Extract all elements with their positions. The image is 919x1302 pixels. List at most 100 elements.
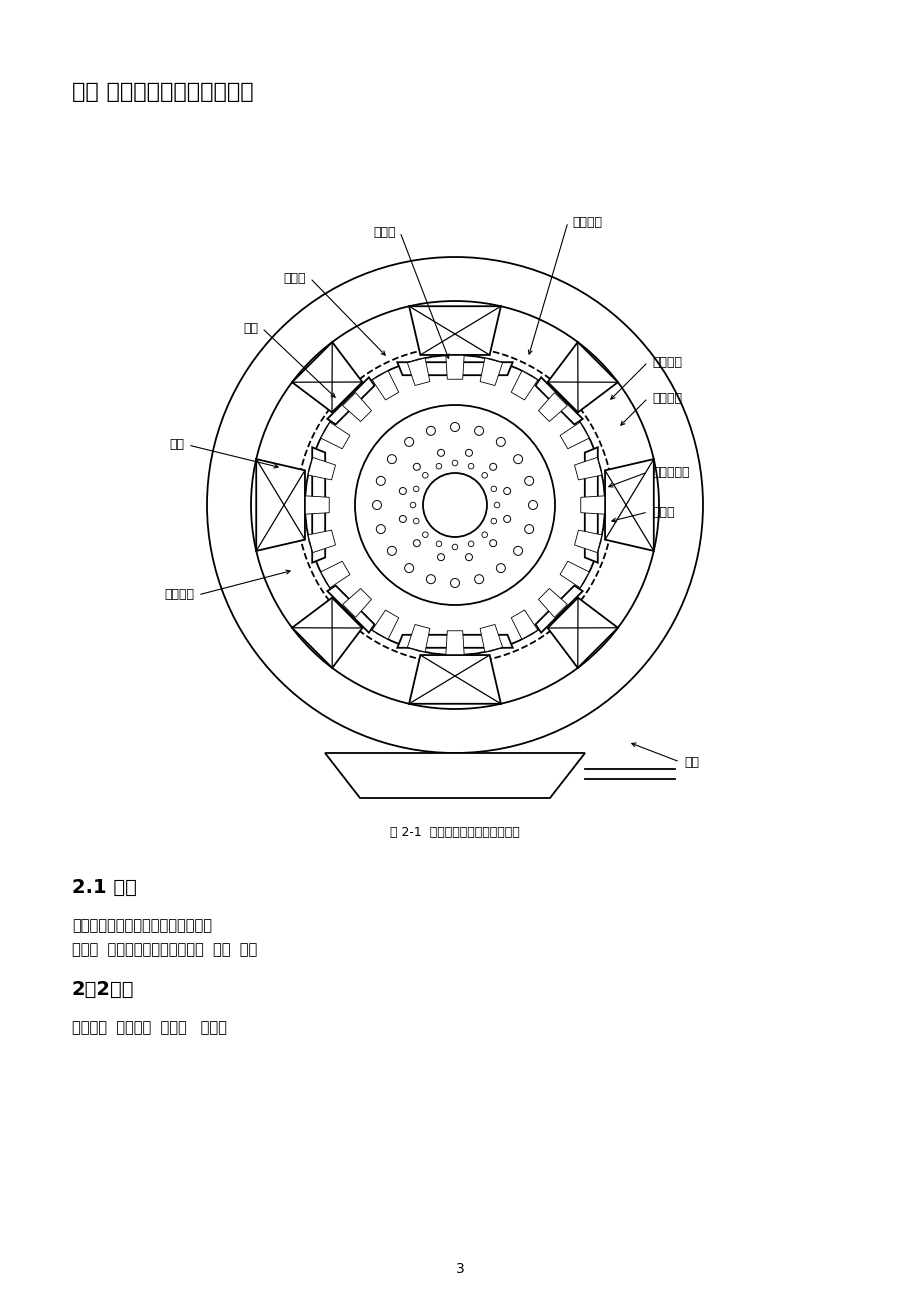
Polygon shape bbox=[573, 457, 601, 480]
Circle shape bbox=[399, 487, 406, 495]
Polygon shape bbox=[324, 753, 584, 798]
Circle shape bbox=[413, 464, 420, 470]
Circle shape bbox=[513, 547, 522, 556]
Polygon shape bbox=[308, 530, 335, 552]
Text: 二． 他励直流电动的基本结构: 二． 他励直流电动的基本结构 bbox=[72, 82, 254, 102]
Circle shape bbox=[452, 544, 458, 549]
Circle shape bbox=[376, 525, 385, 534]
Text: 2．2转子: 2．2转子 bbox=[72, 980, 134, 999]
Circle shape bbox=[494, 503, 499, 508]
Circle shape bbox=[513, 454, 522, 464]
Polygon shape bbox=[308, 457, 335, 480]
Circle shape bbox=[474, 574, 483, 583]
Polygon shape bbox=[538, 393, 567, 422]
Circle shape bbox=[404, 564, 414, 573]
Polygon shape bbox=[480, 625, 502, 652]
Polygon shape bbox=[547, 342, 618, 413]
Circle shape bbox=[465, 449, 472, 456]
Circle shape bbox=[524, 525, 533, 534]
Polygon shape bbox=[547, 598, 618, 668]
Polygon shape bbox=[560, 561, 588, 587]
Polygon shape bbox=[397, 362, 512, 375]
Circle shape bbox=[422, 533, 427, 538]
Circle shape bbox=[524, 477, 533, 486]
Polygon shape bbox=[312, 448, 324, 562]
Polygon shape bbox=[321, 422, 349, 449]
Polygon shape bbox=[291, 342, 362, 413]
Text: 电枢磁轪: 电枢磁轪 bbox=[652, 355, 681, 368]
Circle shape bbox=[413, 518, 418, 523]
Text: 换向极: 换向极 bbox=[652, 505, 674, 518]
Text: 电枢槽: 电枢槽 bbox=[283, 272, 306, 285]
Circle shape bbox=[425, 574, 435, 583]
Polygon shape bbox=[535, 586, 582, 633]
Polygon shape bbox=[605, 460, 653, 551]
Polygon shape bbox=[538, 589, 567, 617]
Polygon shape bbox=[327, 378, 374, 424]
Circle shape bbox=[496, 564, 505, 573]
Text: 极身: 极身 bbox=[169, 439, 184, 452]
Polygon shape bbox=[511, 611, 538, 639]
Polygon shape bbox=[407, 625, 429, 652]
Polygon shape bbox=[409, 655, 500, 704]
Polygon shape bbox=[305, 496, 329, 514]
Text: 定子磁轪: 定子磁轪 bbox=[652, 392, 681, 405]
Polygon shape bbox=[407, 358, 429, 385]
Text: 极掌: 极掌 bbox=[243, 322, 257, 335]
Circle shape bbox=[503, 516, 510, 522]
Circle shape bbox=[489, 464, 496, 470]
Text: 激磁绕组: 激磁绕组 bbox=[164, 589, 194, 602]
Text: 换向极绕组: 换向极绕组 bbox=[652, 466, 688, 479]
Circle shape bbox=[474, 426, 483, 435]
Circle shape bbox=[376, 477, 385, 486]
Circle shape bbox=[468, 464, 473, 469]
Polygon shape bbox=[535, 378, 582, 424]
Circle shape bbox=[482, 473, 487, 478]
Polygon shape bbox=[372, 371, 398, 400]
Circle shape bbox=[423, 473, 486, 536]
Circle shape bbox=[465, 553, 472, 561]
Circle shape bbox=[450, 423, 459, 431]
Circle shape bbox=[491, 486, 496, 492]
Polygon shape bbox=[584, 448, 597, 562]
Circle shape bbox=[399, 516, 406, 522]
Polygon shape bbox=[409, 306, 500, 355]
Polygon shape bbox=[342, 589, 371, 617]
Text: 电枢齿: 电枢齿 bbox=[373, 225, 395, 238]
Circle shape bbox=[410, 503, 415, 508]
Circle shape bbox=[436, 542, 441, 547]
Circle shape bbox=[496, 437, 505, 447]
Text: 底脚: 底脚 bbox=[683, 755, 698, 768]
Polygon shape bbox=[321, 561, 349, 587]
Circle shape bbox=[436, 464, 441, 469]
Circle shape bbox=[387, 454, 396, 464]
Circle shape bbox=[450, 578, 459, 587]
Circle shape bbox=[422, 473, 427, 478]
Polygon shape bbox=[480, 358, 502, 385]
Text: 2.1 定子: 2.1 定子 bbox=[72, 878, 137, 897]
Circle shape bbox=[437, 449, 444, 456]
Polygon shape bbox=[511, 371, 538, 400]
Text: 直流电机的定子由以下几部分组成：: 直流电机的定子由以下几部分组成： bbox=[72, 918, 211, 934]
Circle shape bbox=[468, 542, 473, 547]
Circle shape bbox=[413, 486, 418, 492]
Circle shape bbox=[491, 518, 496, 523]
Circle shape bbox=[413, 540, 420, 547]
Polygon shape bbox=[573, 530, 601, 552]
Circle shape bbox=[489, 540, 496, 547]
Text: 电枢铁心  电枢绕组  换向器   风扇等: 电枢铁心 电枢绕组 换向器 风扇等 bbox=[72, 1019, 227, 1035]
Polygon shape bbox=[580, 496, 604, 514]
Circle shape bbox=[425, 426, 435, 435]
Polygon shape bbox=[256, 460, 304, 551]
Circle shape bbox=[372, 500, 381, 509]
Polygon shape bbox=[446, 355, 464, 379]
Text: 图 2-1  他励直流电动机的基本结构: 图 2-1 他励直流电动机的基本结构 bbox=[390, 825, 519, 838]
Text: 电枢绕组: 电枢绕组 bbox=[572, 216, 601, 228]
Polygon shape bbox=[291, 598, 362, 668]
Polygon shape bbox=[446, 630, 464, 655]
Polygon shape bbox=[342, 393, 371, 422]
Circle shape bbox=[387, 547, 396, 556]
Text: 3: 3 bbox=[455, 1262, 464, 1276]
Circle shape bbox=[404, 437, 414, 447]
Polygon shape bbox=[560, 422, 588, 449]
